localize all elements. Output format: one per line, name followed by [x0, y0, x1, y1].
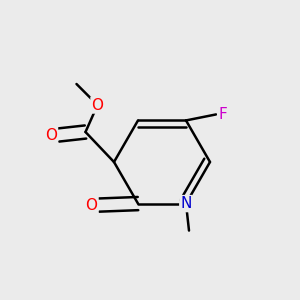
Text: N: N	[180, 196, 192, 211]
Text: O: O	[92, 98, 104, 112]
Text: F: F	[218, 107, 227, 122]
Text: O: O	[45, 128, 57, 142]
Text: O: O	[85, 198, 98, 213]
